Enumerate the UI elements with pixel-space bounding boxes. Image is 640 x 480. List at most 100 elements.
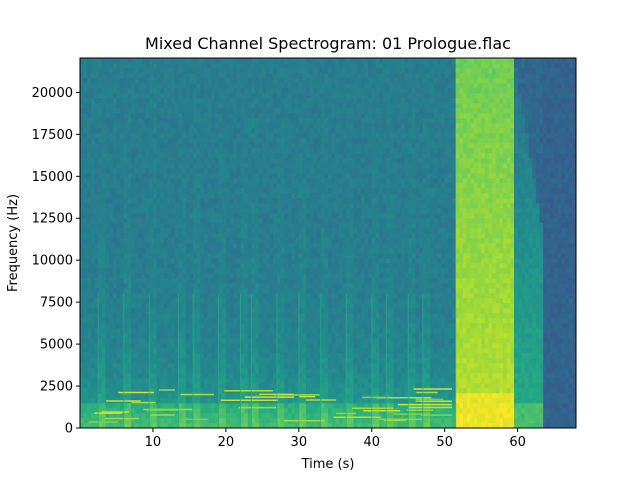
spectrogram-cell [287,288,292,294]
spectrogram-cell [255,63,260,69]
spectrogram-cell [233,148,238,154]
spectrogram-cell [109,118,114,124]
spectrogram-cell [244,88,249,94]
spectrogram-cell [306,118,311,124]
spectrogram-cell [178,338,183,344]
spectrogram-cell [284,118,289,124]
spectrogram-cell [116,303,121,309]
spectrogram-cell [273,303,278,309]
spectrogram-cell [120,353,125,359]
spectrogram-cell [94,73,99,79]
spectrogram-cell [80,338,84,344]
spectrogram-cell [262,403,267,409]
spectrogram-cell [156,148,161,154]
spectrogram-cell [291,183,296,189]
spectrogram-cell [269,393,274,399]
spectrogram-cell [116,338,121,344]
spectrogram-cell [324,238,329,244]
spectrogram-cell [284,293,289,299]
spectrogram-cell [156,353,161,359]
spectrogram-cell [127,298,132,304]
spectrogram-cell [90,113,95,119]
spectrogram-cell [204,193,208,199]
spectrogram-cell [90,68,95,74]
spectrogram-cell [182,188,187,194]
spectrogram-cell [255,123,260,129]
spectrogram-cell [313,63,318,69]
spectrogram-cell [313,148,318,154]
spectrogram-cell [273,163,278,169]
spectrogram-cell [131,58,136,64]
spectrogram-cell [273,253,278,259]
spectrogram-cell [287,223,292,229]
spectrogram-cell [269,148,274,154]
spectrogram-cell [193,323,198,329]
spectrogram-cell [233,68,238,74]
spectrogram-cell [276,73,281,79]
spectrogram-cell [116,328,121,334]
spectrogram-cell [280,368,285,374]
spectrogram-cell [251,253,256,259]
spectrogram-cell [244,203,249,209]
spectrogram-cell [269,223,274,229]
spectrogram-cell [94,78,99,84]
spectrogram-cell [174,118,179,124]
spectrogram-cell [200,63,205,69]
spectrogram-cell [247,318,252,324]
spectrogram-cell [273,203,278,209]
spectrogram-cell [214,238,219,244]
spectrogram-cell [306,243,311,249]
spectrogram-cell [276,108,281,114]
spectrogram-cell [196,413,201,419]
spectrogram-cell [127,73,132,79]
spectrogram-cell [149,143,154,149]
spectrogram-cell [276,213,281,219]
spectrogram-cell [83,403,88,409]
spectrogram-cell [287,193,292,199]
spectrogram-cell [145,128,150,134]
spectrogram-cell [280,213,285,219]
spectrogram-cell [225,303,230,309]
spectrogram-cell [284,58,289,64]
spectrogram-cell [109,378,114,384]
spectrogram-cell [134,118,139,124]
spectrogram-cell [222,368,227,374]
spectrogram-cell [295,283,300,289]
spectrogram-cell [276,383,281,389]
spectrogram-cell [320,158,325,164]
spectrogram-cell [193,188,198,194]
spectrogram-cell [80,378,84,384]
spectrogram-cell [178,308,183,314]
spectrogram-cell [313,298,318,304]
spectrogram-cell [156,68,161,74]
spectrogram-cell [306,203,311,209]
spectrogram-cell [123,253,128,259]
spectrogram-cell [276,278,281,284]
spectrogram-cell [309,308,314,314]
spectrogram-cell [189,333,194,339]
spectrogram-cell [262,253,267,259]
spectrogram-cell [280,348,285,354]
spectrogram-cell [196,68,201,74]
spectrogram-cell [116,393,121,399]
spectrogram-cell [131,293,136,299]
spectrogram-cell [149,363,154,369]
spectrogram-cell [171,403,176,409]
spectrogram-cell [229,113,234,119]
spectrogram-cell [112,58,117,64]
spectrogram-cell [225,423,230,428]
spectrogram-cell [178,263,183,269]
spectrogram-cell [127,133,132,139]
spectrogram-cell [269,248,274,254]
spectrogram-cell [262,83,267,89]
spectrogram-cell [269,333,274,339]
spectrogram-cell [240,253,245,259]
spectrogram-cell [251,263,256,269]
spectrogram-cell [182,338,187,344]
spectrogram-cell [255,278,260,284]
spectrogram-cell [262,138,267,144]
spectrogram-cell [204,408,208,414]
spectrogram-cell [98,368,103,374]
spectrogram-cell [167,373,172,379]
spectrogram-cell [291,248,296,254]
